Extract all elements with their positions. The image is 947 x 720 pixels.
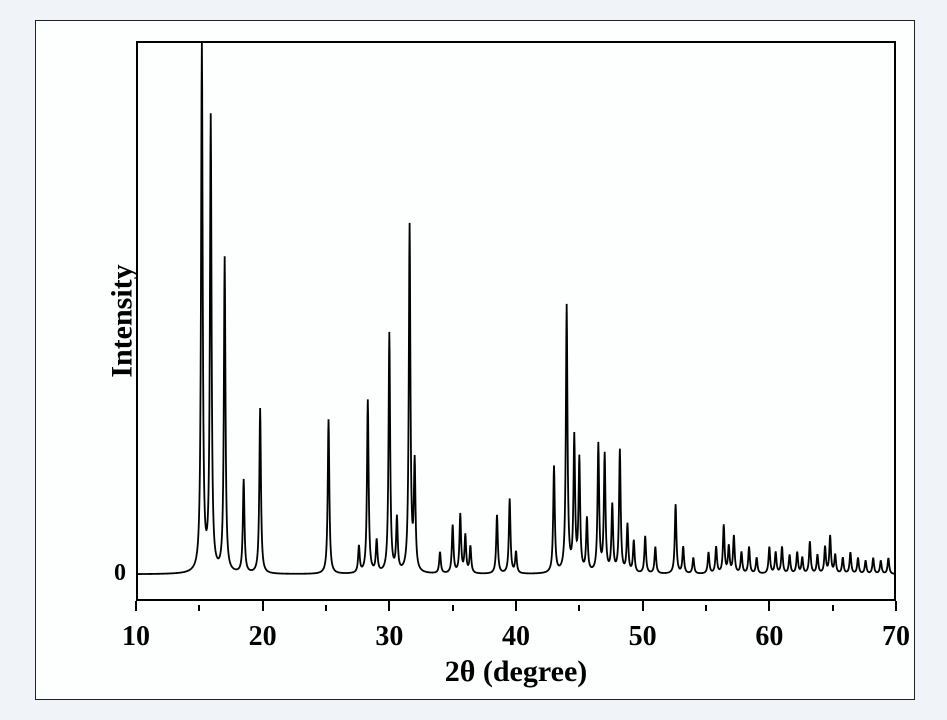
x-tick-mark xyxy=(262,601,264,611)
x-minor-tick-mark xyxy=(325,605,327,611)
x-tick-mark xyxy=(135,601,137,611)
x-minor-tick-mark xyxy=(705,605,707,611)
x-tick-label: 20 xyxy=(249,621,277,653)
x-tick-label: 40 xyxy=(502,621,530,653)
y-axis-label: Intensity xyxy=(106,264,140,377)
x-minor-tick-mark xyxy=(578,605,580,611)
x-tick-mark xyxy=(515,601,517,611)
x-tick-mark xyxy=(388,601,390,611)
x-tick-label: 70 xyxy=(882,621,910,653)
x-minor-tick-mark xyxy=(452,605,454,611)
x-tick-mark xyxy=(768,601,770,611)
x-tick-label: 60 xyxy=(755,621,783,653)
x-tick-label: 10 xyxy=(122,621,150,653)
plot-border xyxy=(136,41,896,601)
x-tick-label: 30 xyxy=(375,621,403,653)
x-tick-mark xyxy=(642,601,644,611)
x-tick-mark xyxy=(895,601,897,611)
chart-container: Intensity 2θ (degree) 0 10203040506070 xyxy=(35,20,915,700)
plot-area xyxy=(136,41,896,601)
x-axis-ticks: 10203040506070 xyxy=(136,621,896,661)
y-tick-zero: 0 xyxy=(114,560,126,587)
x-minor-tick-mark xyxy=(832,605,834,611)
x-tick-label: 50 xyxy=(629,621,657,653)
x-minor-tick-mark xyxy=(198,605,200,611)
